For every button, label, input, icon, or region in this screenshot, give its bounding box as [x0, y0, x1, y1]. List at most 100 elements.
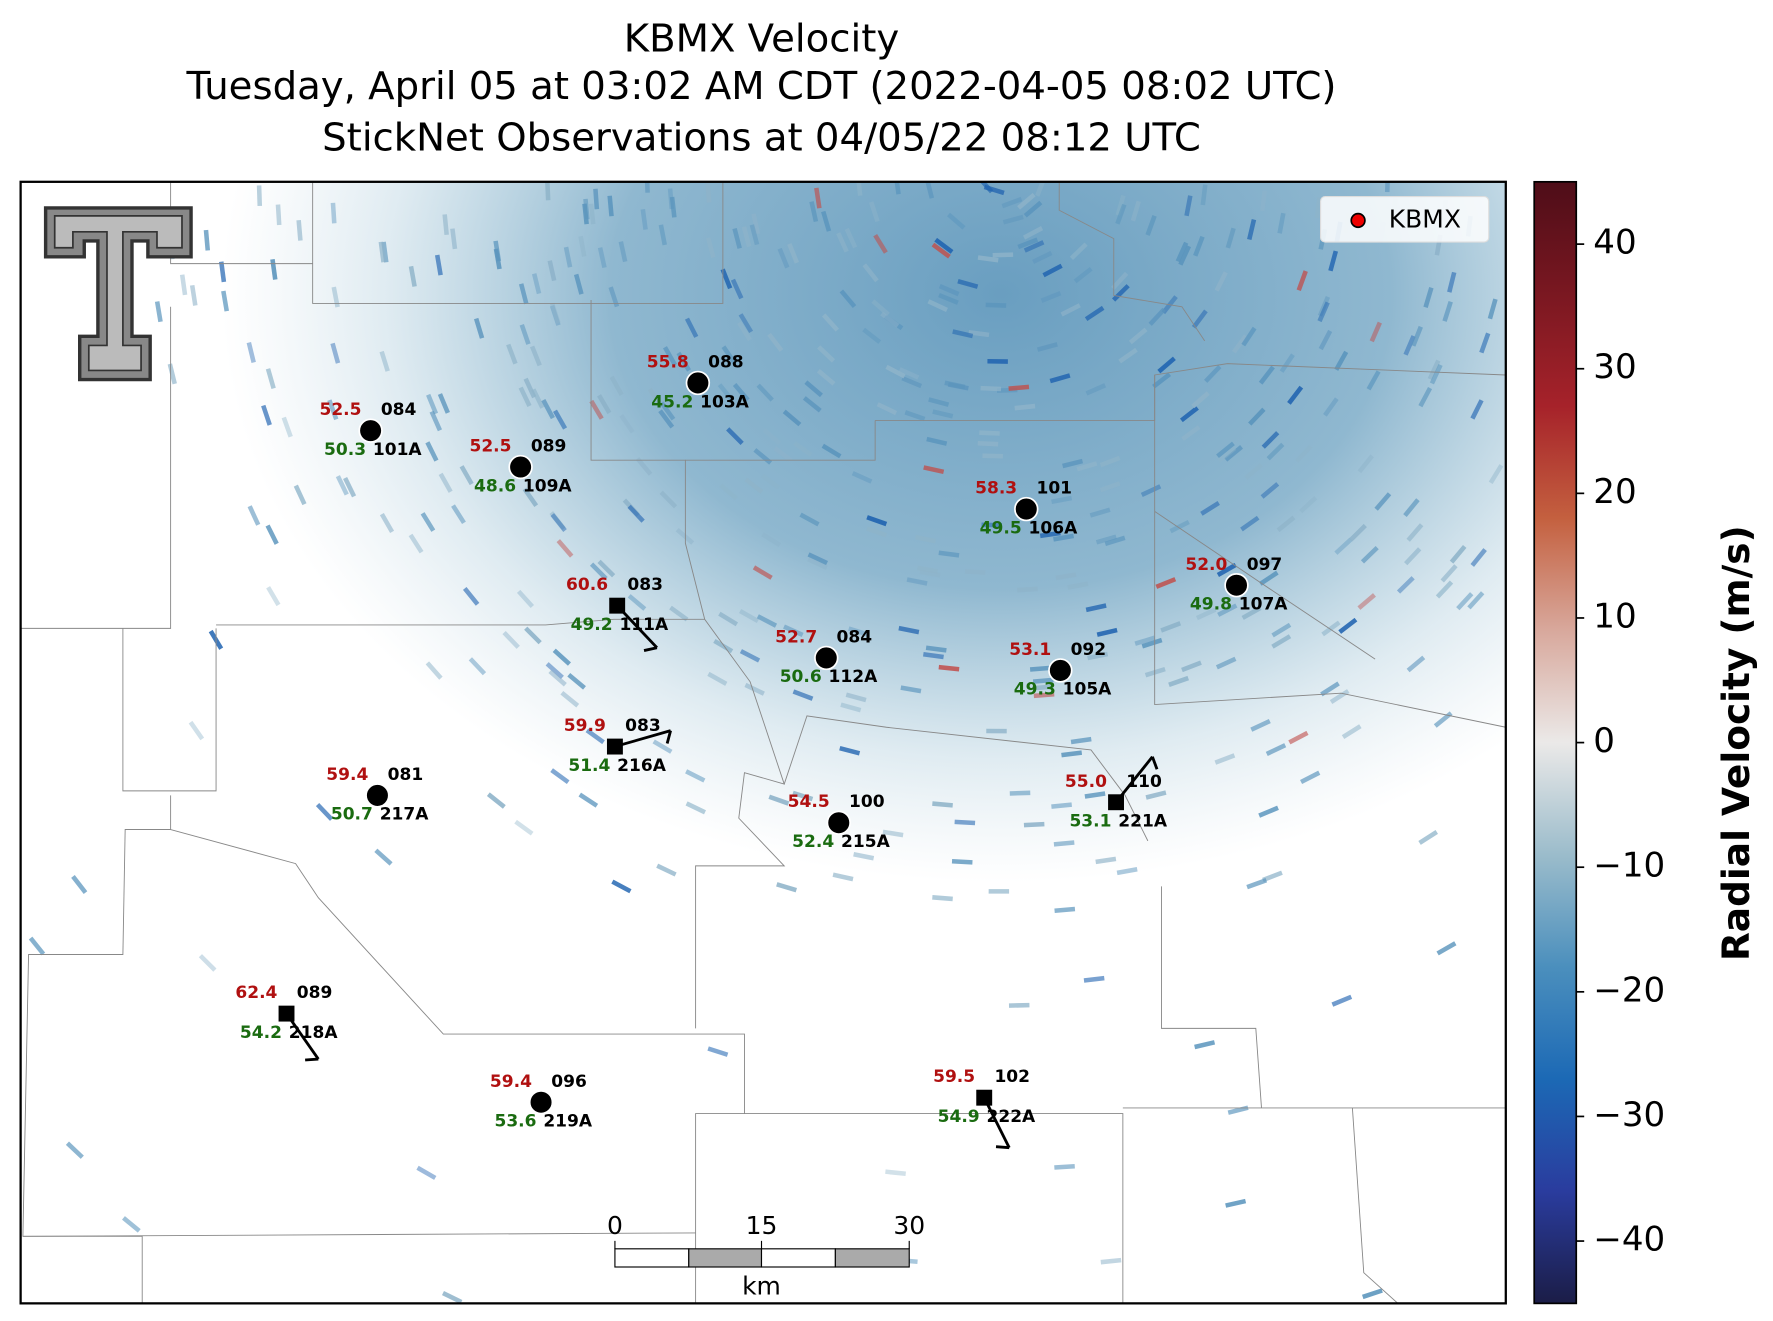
radar-echo [851, 471, 873, 484]
radar-echo [1036, 342, 1058, 352]
radar-echo [1276, 515, 1296, 533]
radar-echo [732, 383, 750, 402]
radar-echo [900, 685, 922, 694]
radar-echo [1141, 637, 1163, 649]
radar-echo [1341, 724, 1362, 739]
radar-echo [1258, 365, 1275, 385]
radar-echo [964, 569, 986, 575]
station-marker [826, 810, 851, 835]
radar-echo [1487, 298, 1498, 320]
radar-echo [1085, 603, 1107, 613]
radar-echo [938, 550, 960, 558]
radar-echo [1116, 867, 1138, 876]
dewpoint: 54.2 [240, 1023, 282, 1043]
radar-echo [502, 630, 520, 649]
subtitle: StickNet Observations at 04/05/22 08:12 … [322, 115, 1201, 160]
radar-echo [1215, 656, 1237, 670]
radar-echo [611, 879, 632, 894]
radar-echo [749, 224, 760, 246]
radar-echo [1418, 387, 1433, 408]
dewpoint: 50.6 [780, 667, 822, 687]
radar-echo [761, 532, 782, 547]
radar-echo [898, 367, 920, 380]
radar-echo [1214, 271, 1228, 292]
colorbar-label: Radial Velocity (m/s) [1714, 525, 1758, 961]
radar-echo [893, 181, 901, 195]
radar-echo [425, 441, 439, 462]
radar-echo [330, 202, 337, 224]
radar-echo [1178, 245, 1191, 266]
dewpoint: 50.3 [324, 440, 366, 460]
radar-echo [261, 404, 272, 426]
radar-echo [408, 533, 424, 554]
wind-barb-flag [305, 1057, 319, 1062]
radar-echo [1062, 458, 1084, 469]
station-id: 216A [617, 756, 667, 776]
radar-echo [1328, 250, 1339, 272]
radar-echo [1193, 235, 1205, 257]
station-id: 221A [1118, 812, 1168, 832]
legend-marker [1350, 212, 1366, 229]
radar-echo [773, 446, 793, 463]
radar-echo [768, 794, 790, 806]
radar-echo [809, 201, 819, 223]
radar-echo [256, 185, 263, 206]
radar-echo [1175, 241, 1189, 263]
radar-echo [327, 399, 339, 421]
radar-echo [441, 1291, 463, 1304]
radar-echo [1216, 562, 1237, 577]
station-id: 107A [1239, 595, 1289, 615]
radar-echo [717, 383, 735, 403]
radar-echo [379, 512, 395, 533]
temperature: 54.5 [788, 792, 830, 812]
radar-echo [821, 313, 840, 332]
radar-echo [816, 369, 836, 386]
radar-echo [1357, 454, 1374, 474]
radar-echo [154, 301, 163, 323]
radar-echo [1225, 227, 1236, 249]
radar-echo [994, 529, 1016, 535]
temperature: 52.7 [775, 627, 817, 647]
station-marker [685, 370, 711, 396]
radar-echo [1118, 347, 1138, 364]
radar-echo [518, 283, 529, 305]
radar-echo [1054, 906, 1076, 914]
radar-echo [1134, 635, 1156, 646]
radar-echo [429, 410, 443, 432]
radar-echo [1240, 515, 1260, 532]
radar-echo [1456, 592, 1474, 611]
radar-echo [1191, 391, 1210, 409]
radar-echo [1033, 691, 1055, 699]
radar-echo [265, 368, 276, 390]
temperature: 52.0 [1185, 555, 1227, 575]
radar-echo [981, 522, 1003, 528]
radar-echo [1067, 581, 1089, 590]
radar-echo [1357, 593, 1376, 610]
radar-echo [442, 214, 449, 236]
radar-echo [597, 394, 612, 415]
radar-echo [627, 504, 645, 523]
radar-echo [658, 224, 667, 246]
radar-echo [792, 689, 814, 701]
radar-echo [1300, 770, 1321, 785]
radar-echo [1447, 271, 1457, 293]
radar-echo [379, 350, 390, 372]
radar-echo [928, 397, 950, 407]
radar-echo [247, 505, 261, 526]
radar-echo [662, 346, 677, 367]
radar-echo [1099, 455, 1121, 468]
radar-echo [459, 465, 474, 486]
radar-echo [1418, 829, 1439, 845]
radar-echo [1017, 192, 1036, 210]
radar-echo [65, 1141, 84, 1159]
colorbar-tick-label: 20 [1593, 472, 1636, 512]
radar-echo [738, 609, 760, 624]
wind-barb-flag [643, 646, 658, 652]
radar-echo [434, 254, 443, 276]
dewpoint: 54.9 [938, 1107, 980, 1127]
radar-echo [618, 241, 628, 263]
radar-echo [938, 284, 960, 297]
radar-echo [783, 624, 804, 638]
radar-echo [934, 237, 954, 254]
title: KBMX Velocity [624, 16, 899, 61]
